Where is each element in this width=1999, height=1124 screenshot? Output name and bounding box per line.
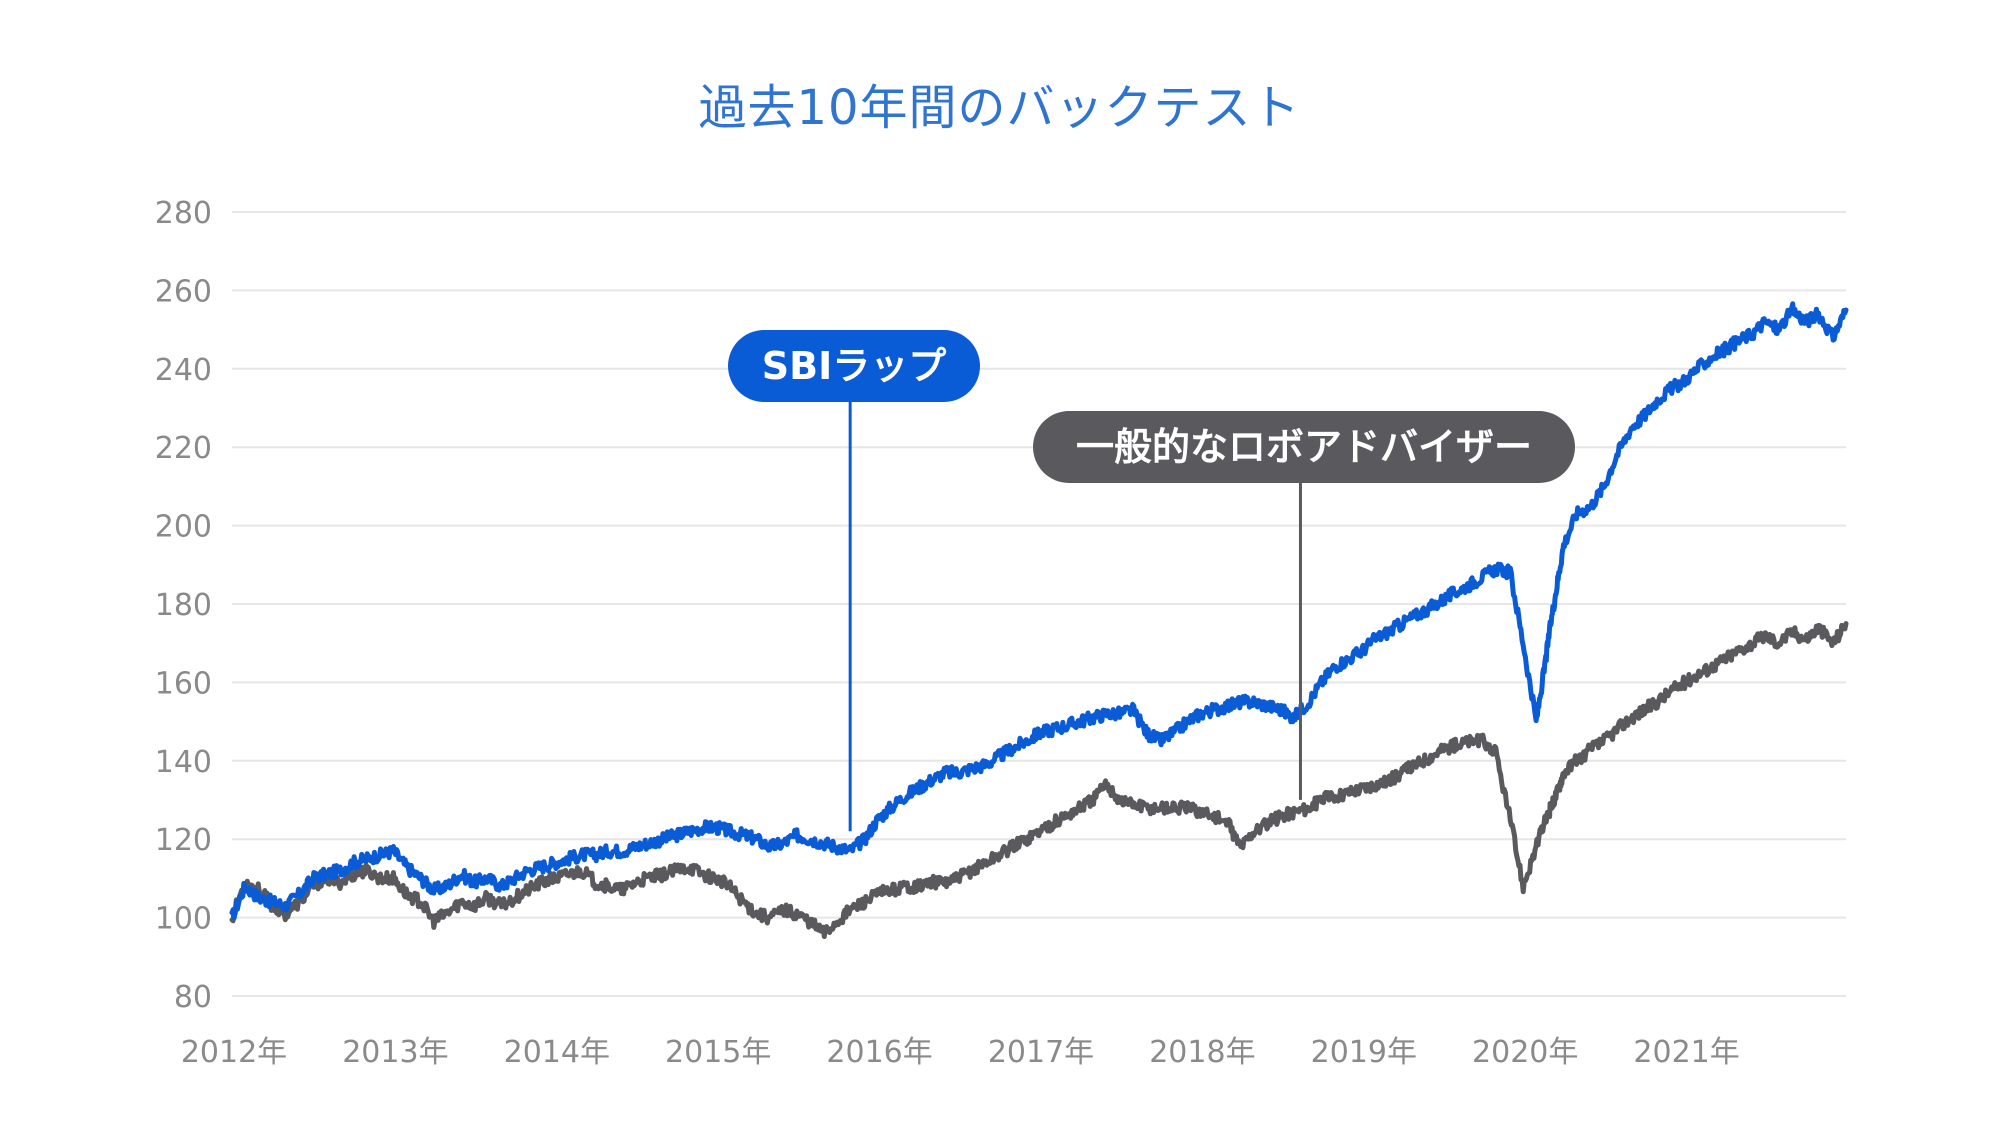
annotation-sbi-wrap: SBIラップ (728, 330, 980, 832)
axis-labels: 80 100 120 140 160 180 200 220 240 260 280 2012年 201… (155, 196, 1740, 1070)
series-lines (229, 301, 1849, 939)
y-tick-label: 240 (155, 353, 212, 388)
y-tick-label: 180 (155, 588, 212, 623)
x-tick-label: 2021年 (1633, 1035, 1739, 1070)
x-tick-label: 2016年 (826, 1035, 932, 1070)
y-tick-label: 100 (155, 902, 212, 937)
grid-lines (232, 211, 1846, 997)
x-tick-label: 2013年 (342, 1035, 448, 1070)
y-tick-label: 160 (155, 666, 212, 701)
annotation-label-box (728, 330, 980, 402)
y-tick-label: 140 (155, 745, 212, 780)
x-tick-label: 2018年 (1149, 1035, 1255, 1070)
x-tick-label: 2012年 (181, 1035, 287, 1070)
chart-title: 過去10年間のバックテスト (698, 80, 1301, 136)
x-tick-label: 2014年 (504, 1035, 610, 1070)
annotation-label-text: SBIラップ (762, 344, 946, 388)
x-tick-label: 2017年 (988, 1035, 1094, 1070)
y-tick-label: 80 (174, 980, 212, 1015)
series-line-sbi-wrap (229, 301, 1849, 921)
y-tick-label: 200 (155, 510, 212, 545)
y-tick-label: 260 (155, 274, 212, 309)
x-tick-label: 2015年 (665, 1035, 771, 1070)
x-tick-label: 2020年 (1472, 1035, 1578, 1070)
annotation-label-text: 一般的なロボアドバイザー (1076, 425, 1532, 469)
y-tick-label: 120 (155, 823, 212, 858)
annotation-robo-advisor: 一般的なロボアドバイザー (1033, 411, 1575, 800)
y-tick-label: 220 (155, 431, 212, 466)
y-tick-label: 280 (155, 196, 212, 231)
series-line-robo-advisor (229, 621, 1849, 939)
annotation-label-box (1033, 411, 1575, 483)
x-tick-label: 2019年 (1311, 1035, 1417, 1070)
